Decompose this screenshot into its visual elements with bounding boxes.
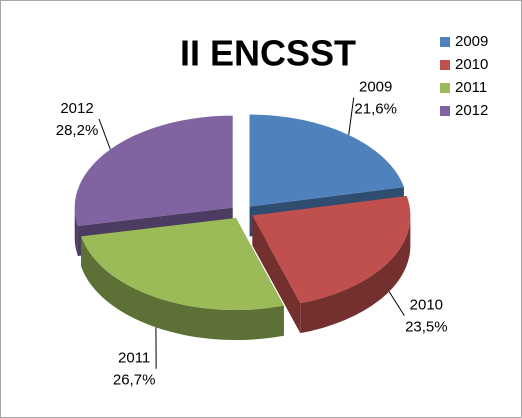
- slice: [252, 195, 411, 304]
- data-category: 2012: [60, 100, 93, 117]
- legend-label: 2009: [455, 33, 488, 50]
- slice-wall: [252, 215, 301, 334]
- legend-label: 2010: [455, 56, 488, 73]
- data-label: 21,6%: [354, 101, 397, 118]
- legend-swatch: [440, 106, 450, 116]
- data-label: 23,5%: [405, 319, 448, 336]
- leader-line: [98, 118, 111, 150]
- slice-side: [300, 215, 411, 334]
- data-category: 2010: [410, 297, 443, 314]
- chart-title: II ENCSST: [180, 33, 356, 74]
- data-label: 26,7%: [113, 372, 156, 389]
- data-label: 28,2%: [56, 122, 99, 139]
- legend-label: 2011: [455, 79, 487, 96]
- slice: [81, 218, 284, 311]
- data-category: 2009: [359, 79, 392, 96]
- slice: [74, 115, 233, 226]
- legend-swatch: [440, 37, 450, 47]
- legend-swatch: [440, 60, 450, 70]
- slice-side: [74, 207, 78, 256]
- leader-line: [388, 291, 405, 316]
- leader-line: [348, 97, 355, 136]
- data-category: 2011: [118, 350, 150, 367]
- legend-swatch: [440, 83, 450, 93]
- legend-label: 2012: [455, 102, 488, 119]
- slice: [249, 114, 404, 207]
- slice-side: [81, 236, 284, 341]
